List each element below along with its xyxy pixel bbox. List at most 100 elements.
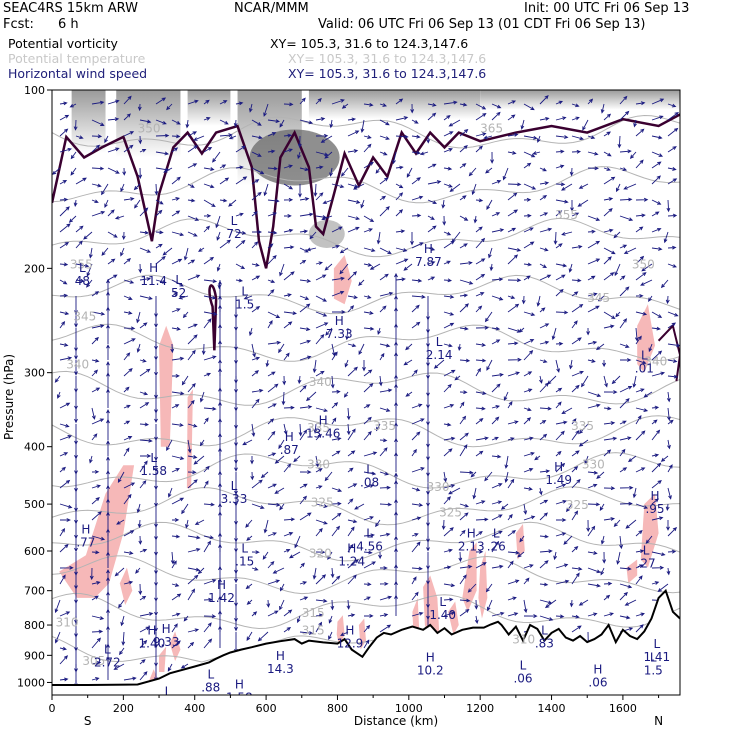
theta-label: 330 [582, 457, 605, 471]
wind-arrow [427, 180, 442, 185]
wind-arrow [603, 390, 618, 395]
field-wind-section: XY= 105.3, 31.6 to 124.3,147.6 [288, 66, 487, 81]
extremum-mark: H [217, 578, 226, 592]
wind-arrow [155, 243, 163, 249]
wind-arrow [475, 358, 487, 363]
wind-arrow [203, 318, 212, 329]
extremum-mark: L [520, 659, 527, 673]
wind-arrow [448, 119, 461, 127]
wind-arrow [347, 574, 357, 585]
wind-arrow [182, 311, 189, 319]
wind-arrow [136, 311, 141, 324]
wind-arrow [475, 273, 486, 281]
wind-arrow [218, 482, 222, 504]
wind-arrow [602, 551, 607, 564]
extremum-value: 10.2 [417, 664, 444, 678]
wind-arrow [459, 564, 473, 569]
wind-arrow [363, 143, 372, 153]
wind-arrow [187, 231, 198, 237]
wind-arrow [503, 391, 509, 401]
wind-arrow [667, 526, 678, 537]
wind-arrow [123, 676, 137, 681]
extremum-mark: L [436, 335, 443, 349]
wind-arrow [587, 403, 601, 409]
wind-arrow [235, 101, 244, 106]
wind-arrow [299, 495, 307, 505]
wind-arrow [571, 572, 580, 585]
wind-arrow [603, 449, 612, 457]
extremum-value: 12.9 [337, 637, 364, 651]
wind-arrow [504, 471, 509, 484]
wind-arrow [309, 231, 317, 240]
wind-arrow [138, 263, 143, 274]
wind-arrow [347, 543, 354, 553]
wind-arrow [635, 255, 645, 265]
wind-arrow [187, 439, 192, 454]
wind-arrow [331, 351, 338, 361]
wind-arrow [59, 223, 71, 233]
wind-arrow [299, 229, 309, 234]
wind-arrow [59, 206, 70, 217]
wind-arrow [279, 119, 285, 128]
wind-arrow [203, 256, 215, 265]
wind-arrow [251, 263, 260, 267]
wind-arrow [441, 519, 446, 531]
wind-arrow [312, 567, 317, 580]
extremum-mark: L [207, 668, 214, 682]
wind-arrow [523, 564, 534, 569]
wind-arrow [187, 99, 199, 105]
wind-arrow [178, 295, 189, 300]
wind-arrow [651, 565, 665, 570]
wind-arrow [347, 199, 361, 204]
wind-arrow [363, 639, 370, 649]
wind-arrow [443, 294, 455, 299]
theta-label: 310 [56, 616, 79, 630]
wind-arrow [395, 247, 408, 252]
wind-arrow [283, 532, 294, 537]
wind-arrow [117, 471, 125, 484]
wind-arrow [555, 100, 564, 105]
wind-arrow [312, 359, 317, 374]
theta-contour [52, 274, 680, 315]
wind-arrow [587, 215, 601, 222]
wind-arrow [299, 355, 312, 361]
theta-contour [52, 217, 680, 258]
wind-arrow [523, 503, 528, 515]
wind-arrow [171, 404, 180, 409]
wind-arrow [123, 447, 130, 457]
wind-arrow [339, 247, 349, 254]
wind-arrow [166, 103, 173, 111]
wind-arrow [216, 231, 221, 241]
wind-arrow [340, 631, 349, 636]
wind-arrow [619, 448, 626, 457]
wind-arrow [363, 613, 374, 618]
wind-arrow [619, 275, 626, 281]
wind-arrow [379, 305, 387, 313]
extremum-mark: H [285, 430, 294, 444]
wind-arrow [167, 663, 173, 672]
wind-arrow [363, 596, 371, 601]
wind-arrow [667, 127, 679, 137]
wind-arrow [234, 536, 238, 553]
wind-arrow [320, 135, 333, 143]
extremum-mark: H [81, 522, 90, 536]
y-tick-label: 100 [24, 84, 45, 97]
wind-arrow [616, 183, 621, 193]
wind-arrow [635, 213, 646, 218]
theta-contour [52, 452, 680, 489]
wind-arrow [347, 366, 358, 377]
wind-arrow [411, 533, 419, 537]
wind-arrow [619, 167, 628, 171]
wind-arrow [491, 405, 500, 409]
wind-arrow [555, 563, 569, 569]
pv-positive-area [423, 575, 440, 641]
wind-arrow [347, 226, 360, 233]
wind-arrow [363, 451, 378, 457]
wind-arrow [363, 430, 372, 441]
wind-arrow [315, 433, 322, 441]
theta-label: 350 [138, 122, 161, 136]
wind-arrow [89, 455, 93, 464]
wind-arrow [315, 598, 328, 603]
wind-arrow [74, 408, 78, 424]
wind-arrow [635, 101, 646, 106]
